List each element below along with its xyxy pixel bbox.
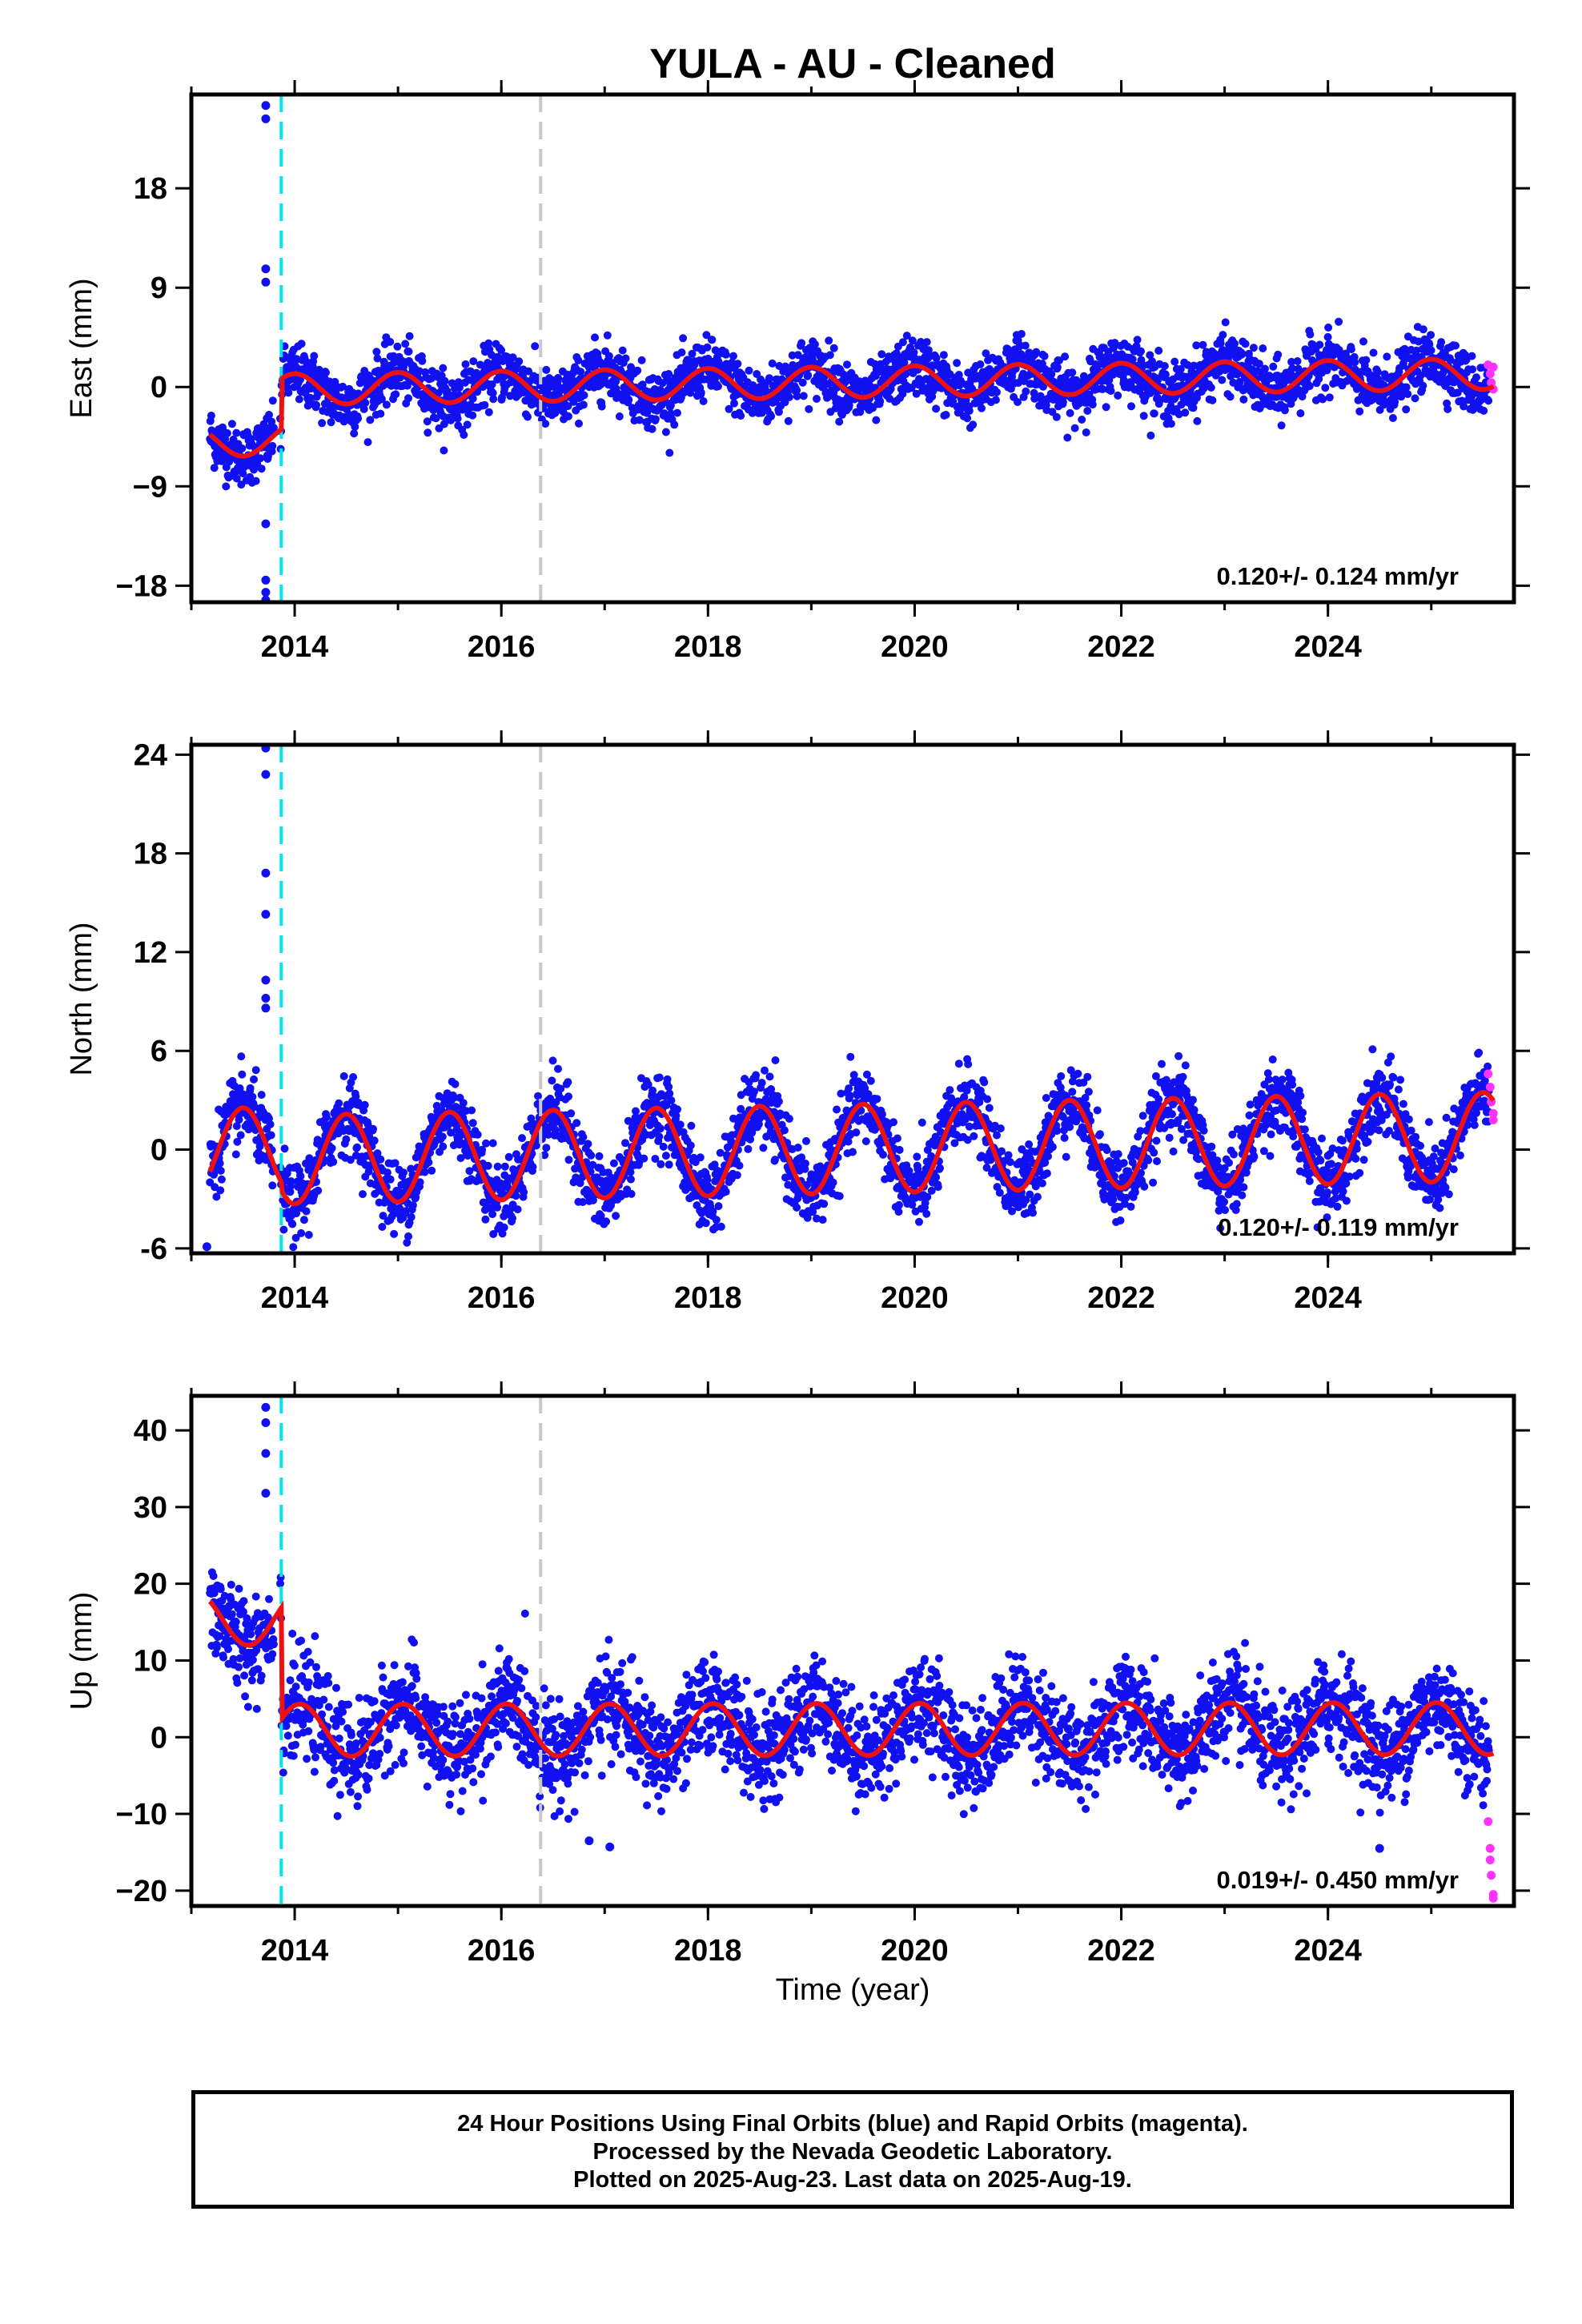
x-tick-label: 2024 xyxy=(1294,1934,1362,1968)
y-tick-label: 6 xyxy=(151,1035,167,1068)
outlier-point-0-3 xyxy=(261,277,271,287)
y-axis-label-1: North (mm) xyxy=(65,922,98,1076)
outlier-point-2-3 xyxy=(261,1489,271,1498)
outlier-point-1-1 xyxy=(261,770,271,779)
x-tick-label: 2014 xyxy=(261,1281,329,1315)
panel-0: 2014 2016 2018 2020 2022 2024 18 9 0 −9 −18 East (m… xyxy=(65,80,1530,664)
outlier-point-1-2 xyxy=(261,868,271,878)
outlier-point-1-7 xyxy=(202,1242,211,1252)
outlier-point-2-6 xyxy=(1375,1844,1384,1853)
x-tick-label: 2014 xyxy=(261,1934,329,1968)
y-tick-label: −18 xyxy=(116,569,167,603)
x-tick-label: 2016 xyxy=(468,1934,536,1968)
final-orbit-scatter-2 xyxy=(206,1568,1493,1823)
outlier-point-0-2 xyxy=(261,264,271,274)
x-tick-label: 2020 xyxy=(881,630,949,664)
plot-area-1 xyxy=(202,745,1498,1253)
outlier-point-2-1 xyxy=(261,1418,271,1428)
rate-label-1: 0.120+/- 0.119 mm/yr xyxy=(1218,1213,1459,1241)
y-tick-label: 18 xyxy=(134,838,167,871)
outlier-point-2-4 xyxy=(584,1836,594,1846)
y-tick-label: 30 xyxy=(134,1491,167,1525)
y-tick-label: 40 xyxy=(134,1414,167,1448)
outlier-point-1-4 xyxy=(261,975,271,985)
model-curve-0 xyxy=(208,356,1495,459)
y-tick-label: 0 xyxy=(151,1721,167,1755)
outlier-point-2-5 xyxy=(605,1842,615,1852)
outlier-point-2-0 xyxy=(261,1402,271,1412)
plot-frame-2 xyxy=(189,1393,1516,1908)
rapid-orbit-point-0-2 xyxy=(1487,378,1496,388)
outlier-point-0-4 xyxy=(261,519,271,529)
plot-area-2 xyxy=(206,1396,1498,1906)
model-curve-1 xyxy=(207,1089,1496,1207)
final-orbit-points-0 xyxy=(206,317,1493,491)
footer-line-2: Processed by the Nevada Geodetic Laborat… xyxy=(592,2139,1113,2165)
x-tick-label: 2016 xyxy=(468,630,536,664)
rapid-orbit-point-2-2 xyxy=(1485,1856,1495,1865)
footer-line-1: 24 Hour Positions Using Final Orbits (bl… xyxy=(457,2111,1248,2137)
y-axis-label-2: Up (mm) xyxy=(65,1592,98,1711)
x-tick-label: 2018 xyxy=(674,1281,742,1315)
outlier-point-0-6 xyxy=(261,588,271,597)
rapid-orbit-point-0-1 xyxy=(1485,369,1495,379)
y-tick-label: 9 xyxy=(151,271,167,305)
rapid-orbit-point-1-4 xyxy=(1488,1116,1498,1125)
outlier-point-1-5 xyxy=(261,993,271,1003)
x-tick-label: 2018 xyxy=(674,630,742,664)
plot-frame-1 xyxy=(189,742,1516,1256)
rapid-orbit-point-2-1 xyxy=(1485,1844,1495,1853)
rapid-orbit-point-1-0 xyxy=(1484,1069,1493,1079)
x-tick-label: 2022 xyxy=(1087,1934,1155,1968)
y-tick-label: −9 xyxy=(133,470,167,504)
y-tick-label: 18 xyxy=(134,172,167,206)
y-tick-label: -6 xyxy=(140,1232,167,1266)
panel-1: 2014 2016 2018 2020 2022 2024 24 18 12 6 0 -6 North … xyxy=(65,730,1530,1315)
outlier-point-0-1 xyxy=(261,114,271,123)
model-curve-2 xyxy=(207,1599,1495,1759)
y-tick-label: −20 xyxy=(116,1875,167,1908)
outlier-point-1-6 xyxy=(261,1003,271,1013)
x-tick-label: 2020 xyxy=(881,1281,949,1315)
x-tick-label: 2020 xyxy=(881,1934,949,1968)
y-tick-label: 12 xyxy=(134,936,167,970)
plot-frame-0 xyxy=(189,92,1516,605)
rapid-orbit-point-1-1 xyxy=(1485,1082,1495,1092)
x-tick-label: 2024 xyxy=(1294,1281,1362,1315)
chart-title: YULA - AU - Cleaned xyxy=(649,41,1056,87)
y-tick-label: 20 xyxy=(134,1568,167,1602)
y-tick-label: 24 xyxy=(134,738,167,772)
final-orbit-scatter-0 xyxy=(206,317,1493,491)
x-axis-label: Time (year) xyxy=(776,1973,930,2007)
x-tick-label: 2022 xyxy=(1087,1281,1155,1315)
rapid-orbit-point-2-0 xyxy=(1484,1817,1493,1827)
x-tick-label: 2022 xyxy=(1087,630,1155,664)
rapid-orbit-point-1-3 xyxy=(1488,1108,1498,1118)
rate-label-2: 0.019+/- 0.450 mm/yr xyxy=(1217,1866,1459,1894)
rate-label-0: 0.120+/- 0.124 mm/yr xyxy=(1217,562,1459,590)
x-tick-label: 2024 xyxy=(1294,630,1362,664)
y-tick-label: 0 xyxy=(151,371,167,404)
rapid-orbit-point-2-5 xyxy=(1488,1893,1498,1903)
panel-2: 2014 2016 2018 2020 2022 2024 40 30 20 10 0 −10 −20 U… xyxy=(65,1381,1530,1968)
outlier-point-1-3 xyxy=(261,910,271,919)
rapid-orbit-point-0-3 xyxy=(1488,362,1498,372)
y-tick-label: 0 xyxy=(151,1134,167,1168)
rapid-orbit-point-2-3 xyxy=(1487,1871,1496,1880)
y-tick-label: −10 xyxy=(116,1798,167,1831)
outlier-point-2-2 xyxy=(261,1449,271,1458)
x-tick-label: 2018 xyxy=(674,1934,742,1968)
x-tick-label: 2014 xyxy=(261,630,329,664)
y-tick-label: 10 xyxy=(134,1644,167,1678)
plot-area-0 xyxy=(206,94,1498,602)
x-tick-label: 2016 xyxy=(468,1281,536,1315)
outlier-point-0-0 xyxy=(261,101,271,111)
footer-info-box: 24 Hour Positions Using Final Orbits (bl… xyxy=(191,2090,1514,2209)
footer-line-3: Plotted on 2025-Aug-23. Last data on 202… xyxy=(573,2167,1132,2193)
y-axis-label-0: East (mm) xyxy=(65,278,98,418)
final-orbit-points-2 xyxy=(206,1568,1493,1823)
outlier-point-0-5 xyxy=(261,575,271,585)
